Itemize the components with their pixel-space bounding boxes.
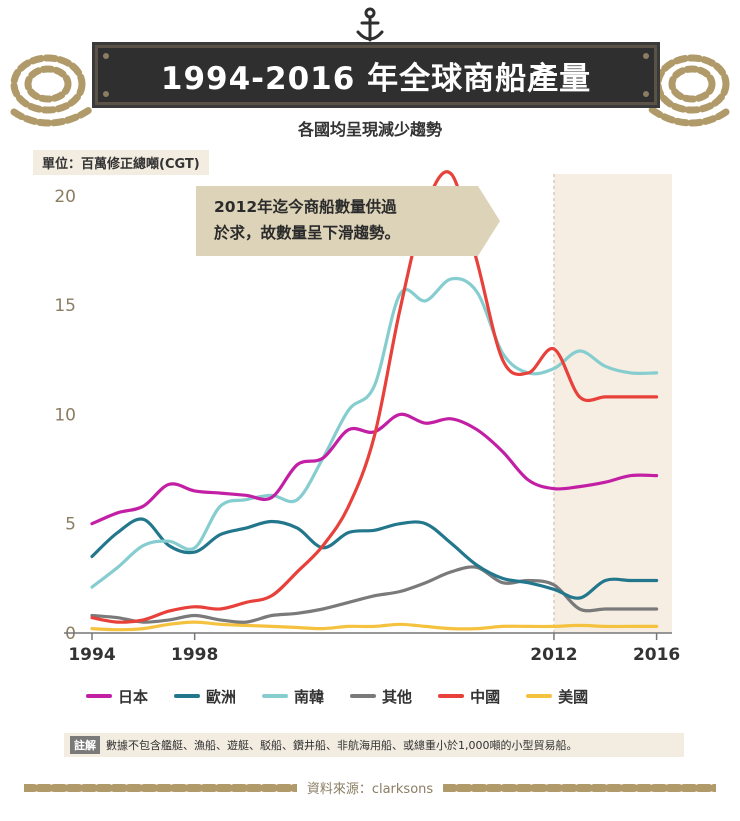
legend-label: 美國 (558, 687, 589, 706)
y-tick-label: 0 (65, 624, 76, 644)
legend-label: 南韓 (294, 687, 325, 706)
legend-item-usa: 美國 (526, 686, 588, 707)
legend-swatch (262, 694, 289, 698)
x-tick-label: 2012 (530, 645, 577, 665)
highlight-region (553, 174, 672, 633)
legend-label: 中國 (470, 687, 501, 706)
y-tick-label: 20 (54, 187, 76, 207)
legend-label: 歐洲 (206, 687, 237, 706)
footnote-tag: 註解 (70, 736, 100, 754)
callout-box: 2012年迄今商船數量供過 於求，故數量呈下滑趨勢。 (196, 186, 478, 256)
legend-swatch (350, 694, 377, 698)
legend-item-japan: 日本 (86, 686, 148, 707)
y-tick-label: 15 (54, 296, 76, 316)
y-tick-label: 10 (54, 405, 76, 425)
y-tick-label: 5 (65, 515, 76, 535)
page-title: 1994-2016 年全球商船產量 (160, 60, 592, 97)
legend-swatch (174, 694, 201, 698)
callout-line-2: 於求，故數量呈下滑趨勢。 (214, 224, 401, 242)
line-chart: 0 5 10 15 20 1994 1998 2012 2016 (54, 170, 680, 665)
series-line-usa (90, 620, 659, 632)
anchor-icon (356, 7, 384, 42)
legend-item-other: 其他 (350, 686, 412, 707)
series-line-korea (90, 276, 659, 589)
source-text: 資料來源：clarksons (296, 782, 444, 797)
legend-item-korea: 南韓 (262, 686, 324, 707)
header-banner-area: 1994-2016 年全球商船產量 各國均呈現減少趨勢 (0, 0, 740, 150)
rivet (103, 91, 109, 97)
legend-swatch (86, 694, 112, 698)
footnote-text: 數據不包含艦艇、漁船、遊艇、駁船、鑽井船、非航海用船、或總重小於1,000噸的小… (106, 739, 578, 752)
rivet (103, 53, 109, 59)
chart-legend: 日本 歐洲 南韓 其他 中國 美國 (86, 684, 686, 708)
x-tick-label: 1998 (171, 645, 218, 665)
series-line-china (90, 170, 659, 624)
legend-swatch (526, 694, 553, 698)
rivet (643, 91, 649, 97)
callout-pointer (478, 186, 500, 256)
unit-label: 單位：百萬修正總噸(CGT) (33, 150, 209, 175)
legend-item-europe: 歐洲 (174, 686, 236, 707)
series-line-europe (90, 517, 659, 600)
legend-swatch (438, 694, 465, 698)
legend-item-china: 中國 (438, 686, 500, 707)
rope-decoration (10, 54, 730, 127)
rivet (643, 53, 649, 59)
footnote: 註解 數據不包含艦艇、漁船、遊艇、駁船、鑽井船、非航海用船、或總重小於1,000… (64, 733, 684, 757)
source-credit: 資料來源：clarksons (0, 778, 740, 797)
x-tick-label: 2016 (633, 645, 680, 665)
callout-line-1: 2012年迄今商船數量供過 (214, 198, 397, 216)
legend-label: 日本 (118, 687, 149, 706)
x-tick-label: 1994 (68, 645, 115, 665)
legend-label: 其他 (382, 687, 413, 706)
page-subtitle: 各國均呈現減少趨勢 (297, 120, 442, 139)
title-banner: 1994-2016 年全球商船產量 (92, 42, 660, 108)
